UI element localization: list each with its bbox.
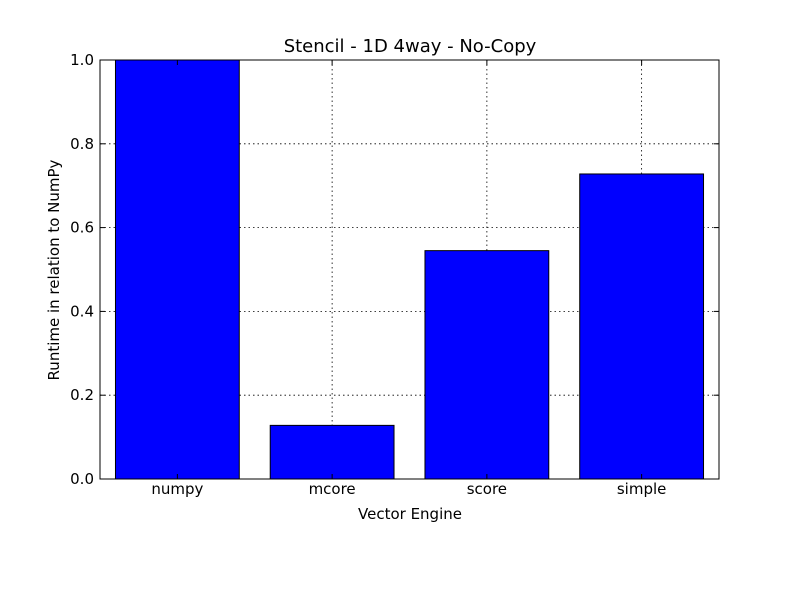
y-tick-label: 0.2 [70, 386, 94, 404]
x-axis-label: Vector Engine [358, 505, 462, 523]
y-tick-labels: 0.0 0.2 0.4 0.6 0.8 1.0 [70, 51, 94, 488]
x-tick-label: numpy [151, 480, 203, 498]
y-tick-label: 0.8 [70, 135, 94, 153]
x-tick-labels: numpy mcore score simple [151, 480, 666, 498]
bar-simple [579, 173, 705, 480]
y-tick-label: 0.4 [70, 302, 94, 320]
y-tick-label: 0.6 [70, 219, 94, 237]
bar-mcore [269, 424, 395, 480]
y-tick-label: 0.0 [70, 470, 94, 488]
chart-title: Stencil - 1D 4way - No-Copy [284, 36, 537, 57]
plot-frame [99, 59, 720, 480]
x-tick-label: simple [617, 480, 667, 498]
y-tick-label: 1.0 [70, 51, 94, 69]
y-axis-label: Runtime in relation to NumPy [45, 159, 63, 380]
bar-score [424, 250, 550, 480]
bar-numpy [114, 59, 240, 480]
bars [114, 59, 705, 480]
ticks [100, 59, 719, 480]
x-tick-label: score [467, 480, 507, 498]
x-tick-label: mcore [309, 480, 356, 498]
